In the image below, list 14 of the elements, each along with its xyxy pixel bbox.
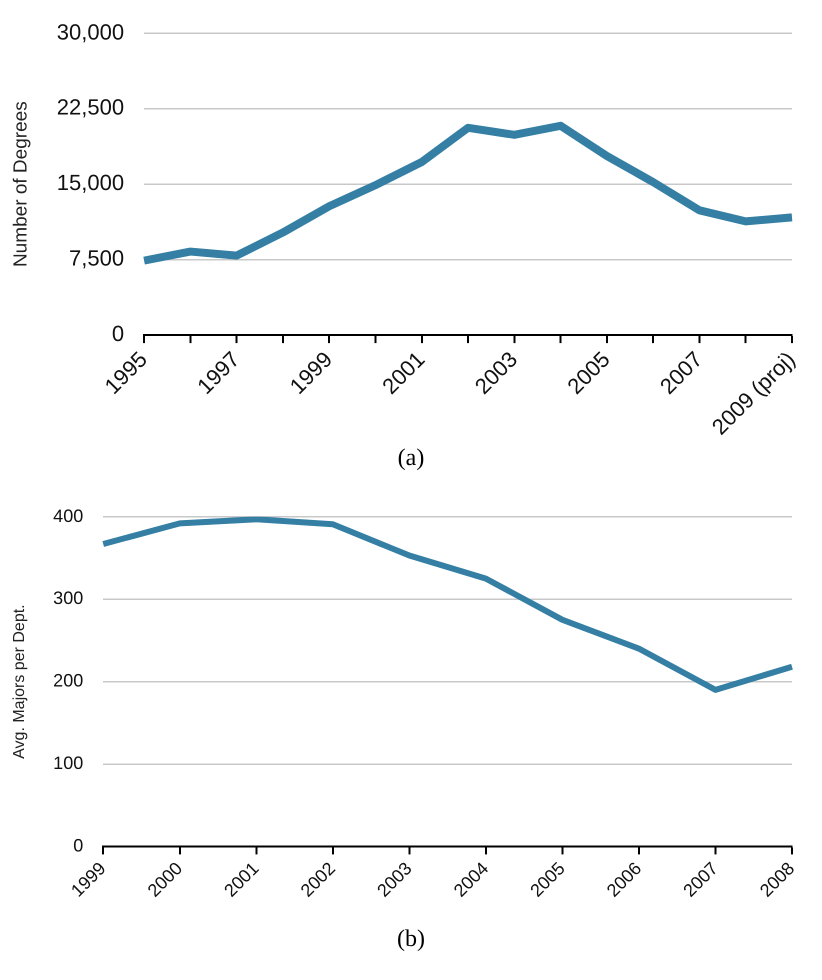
y-tick-label: 100 [53, 752, 84, 773]
y-tick-label: 300 [53, 588, 84, 608]
text: (b) [396, 926, 426, 953]
y-tick-label: 400 [53, 506, 84, 526]
y-tick-label: 200 [53, 670, 84, 691]
y-tick-label: 7,500 [69, 246, 124, 271]
text: (a) [396, 445, 426, 472]
y-axis-title: Avg. Majors per Dept. [11, 604, 28, 759]
y-tick-label: 0 [112, 321, 124, 346]
y-tick-label: 15,000 [56, 170, 124, 196]
y-tick-label: 0 [73, 835, 84, 856]
y-tick-label: 22,500 [56, 94, 124, 120]
y-axis-title: Number of Degrees [10, 101, 32, 268]
y-tick-label: 30,000 [56, 19, 124, 44]
